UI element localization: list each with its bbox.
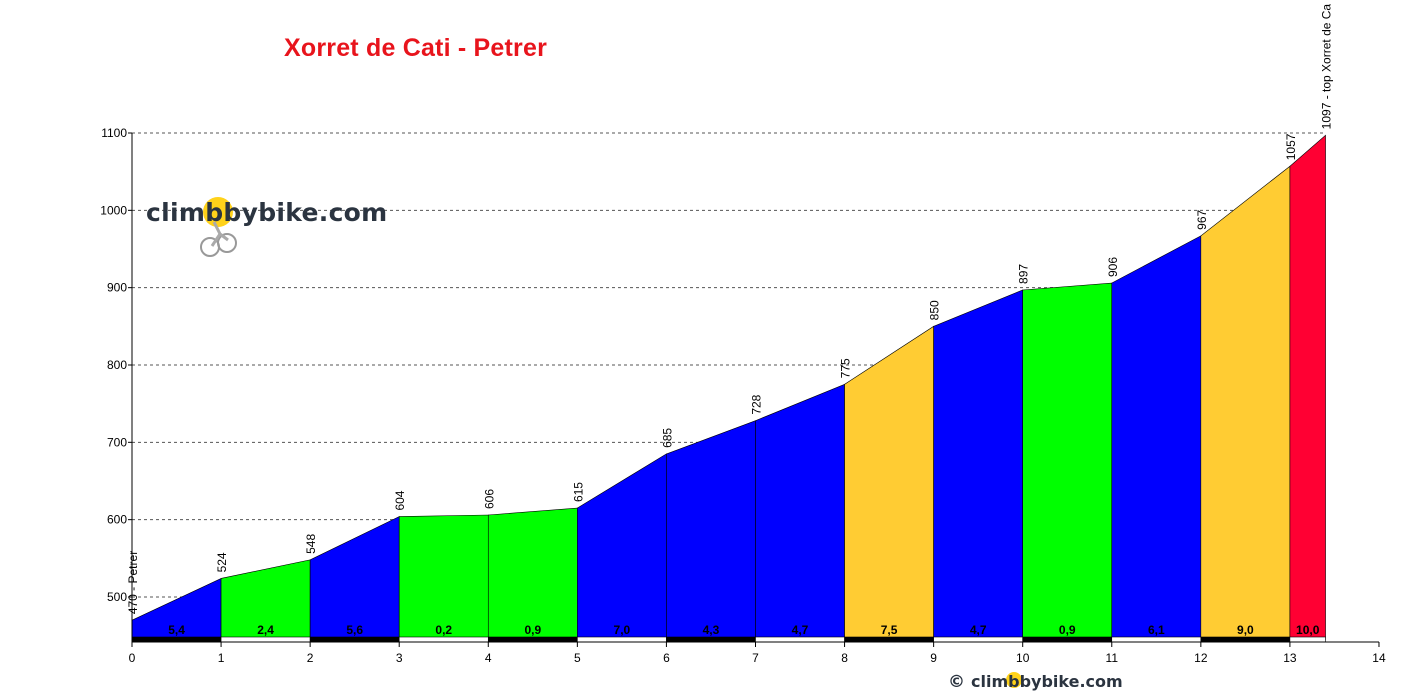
distance-bar: [487, 636, 578, 643]
segment-gradient-label: 6,1: [1148, 623, 1165, 637]
segment-gradient-label: 5,6: [346, 623, 363, 637]
distance-bar: [666, 636, 756, 643]
cyclist-small-icon: [1006, 672, 1022, 688]
segment-area: [1022, 282, 1113, 641]
segment-gradient-label: 4,7: [792, 623, 809, 637]
distance-bar: [755, 636, 845, 643]
distance-bar: [844, 636, 934, 643]
y-tick-label: 500: [107, 590, 127, 604]
elevation-label: 897: [1017, 264, 1031, 284]
x-tick-label: 2: [307, 651, 314, 665]
distance-bar: [933, 636, 1024, 643]
segment-gradient-label: 0,9: [524, 623, 541, 637]
segment-area: [933, 289, 1024, 641]
segment-gradient-label: 4,3: [703, 623, 720, 637]
x-tick-label: 11: [1106, 651, 1119, 665]
x-tick-label: 13: [1283, 651, 1297, 665]
x-tick-label: 12: [1194, 651, 1208, 665]
footer-logo-text: climbbybike.com: [971, 672, 1123, 691]
elevation-label: 604: [393, 490, 407, 510]
segment-gradient-label: 2,4: [257, 623, 274, 637]
elevation-label: 967: [1195, 210, 1209, 230]
segment-area: [666, 420, 756, 641]
x-tick-label: 7: [752, 651, 759, 665]
segment-gradient-label: 7,5: [881, 623, 898, 637]
elevation-label: 1057: [1284, 133, 1298, 160]
distance-bar: [398, 636, 489, 643]
elevation-label: 1097 - top Xorret de Ca: [1320, 4, 1334, 130]
distance-bar: [1111, 636, 1202, 643]
x-tick-label: 0: [129, 651, 136, 665]
segment-gradient-label: 9,0: [1237, 623, 1254, 637]
segment-area: [398, 514, 489, 641]
segment-area: [1289, 134, 1326, 641]
elevation-label: 524: [215, 552, 229, 572]
data-labels: 5,4 2,4 5,6 0,2 0,9 7,0 4,3 4,7 7,5 4,7 0,9 6,1 9,0 1…: [126, 4, 1334, 637]
x-tick-label: 1: [218, 651, 225, 665]
x-tick-label: 4: [485, 651, 492, 665]
x-tick-label: 14: [1372, 651, 1386, 665]
y-tick-label: 1100: [101, 126, 127, 140]
segment-area: [844, 325, 934, 641]
elevation-label: 548: [304, 534, 318, 554]
logo-text: climbbybike.com: [146, 198, 388, 227]
distance-bar: [309, 636, 400, 643]
y-tick-label: 600: [107, 513, 127, 527]
segment-area: [1200, 165, 1291, 641]
x-tick-label: 10: [1016, 651, 1030, 665]
distance-bar: [1289, 636, 1326, 643]
elevation-label: 615: [571, 482, 585, 502]
elevation-segments: [131, 134, 1326, 643]
distance-bar: [131, 636, 222, 643]
elevation-label: 775: [839, 358, 853, 378]
segment-gradient-label: 0,9: [1059, 623, 1076, 637]
y-tick-label: 700: [107, 435, 127, 449]
x-tick-label: 8: [841, 651, 848, 665]
segment-gradient-label: 10,0: [1296, 623, 1320, 637]
y-tick-label: 900: [107, 281, 127, 295]
distance-bar: [577, 636, 667, 643]
elevation-label: 606: [482, 489, 496, 509]
climbbybike-logo[interactable]: climbbybike.com: [146, 198, 388, 227]
segment-area: [577, 453, 667, 641]
segment-gradient-label: 4,7: [970, 623, 987, 637]
elevation-label: 685: [660, 428, 674, 448]
distance-bar: [220, 636, 311, 643]
segment-area: [309, 516, 400, 641]
x-tick-label: 9: [930, 651, 937, 665]
x-tick-label: 3: [396, 651, 403, 665]
cyclist-logo-icon: [200, 197, 1022, 688]
elevation-label: 906: [1106, 257, 1120, 277]
elevation-label: 728: [749, 394, 763, 414]
segment-area: [755, 383, 845, 641]
y-tick-label: 1000: [100, 203, 127, 217]
segment-gradient-label: 0,2: [435, 623, 452, 637]
segment-gradient-label: 7,0: [614, 623, 631, 637]
segment-area: [487, 507, 578, 641]
segment-area: [1111, 235, 1202, 641]
distance-bar: [1022, 636, 1113, 643]
chart-title: Xorret de Cati - Petrer: [284, 34, 548, 62]
elevation-label: 470 - Petrer: [126, 551, 140, 614]
x-tick-label: 6: [663, 651, 670, 665]
x-tick-label: 5: [574, 651, 581, 665]
y-tick-label: 800: [107, 358, 127, 372]
segment-gradient-label: 5,4: [168, 623, 185, 637]
copyright-icon: ©: [948, 672, 965, 692]
elevation-label: 850: [928, 300, 942, 320]
distance-bar: [1200, 636, 1291, 643]
climbbybike-footer-logo[interactable]: © climbbybike.com: [948, 672, 1123, 692]
